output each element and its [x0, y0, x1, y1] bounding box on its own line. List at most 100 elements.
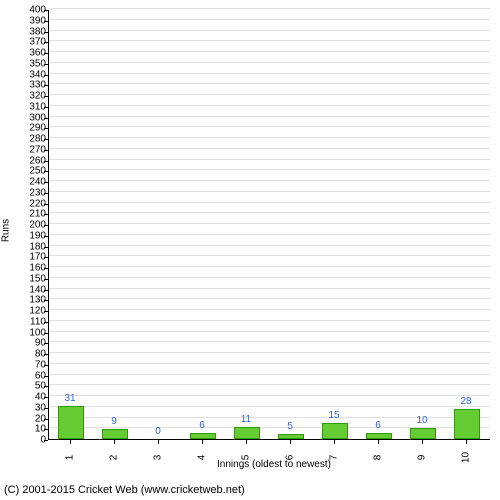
y-tick-label: 290 [18, 123, 46, 134]
y-tick-label: 90 [18, 338, 46, 349]
bar-value-label: 6 [375, 420, 381, 431]
gridline [49, 288, 490, 289]
gridline [49, 148, 490, 149]
gridline [49, 374, 490, 375]
y-tick-label: 350 [18, 58, 46, 69]
y-tick-label: 100 [18, 327, 46, 338]
y-tick-label: 320 [18, 91, 46, 102]
y-tick-label: 50 [18, 381, 46, 392]
y-tick-label: 230 [18, 187, 46, 198]
y-tick-label: 300 [18, 112, 46, 123]
bar-value-label: 6 [199, 420, 205, 431]
gridline [49, 255, 490, 256]
bar-value-label: 11 [241, 414, 251, 425]
bar-value-label: 28 [460, 396, 471, 407]
y-tick-label: 200 [18, 220, 46, 231]
gridline [49, 116, 490, 117]
gridline [49, 331, 490, 332]
bar-value-label: 0 [155, 426, 161, 437]
gridline [49, 277, 490, 278]
bar [102, 429, 128, 439]
gridline [49, 341, 490, 342]
y-tick-label: 310 [18, 101, 46, 112]
x-tick-mark [202, 440, 203, 444]
x-tick-mark [158, 440, 159, 444]
y-tick-label: 370 [18, 37, 46, 48]
bar [190, 433, 216, 439]
bar [410, 428, 436, 439]
bar-value-label: 31 [64, 393, 75, 404]
y-tick-label: 110 [18, 316, 46, 327]
y-tick-label: 360 [18, 48, 46, 59]
bar-value-label: 5 [287, 421, 293, 432]
y-tick-label: 150 [18, 273, 46, 284]
y-tick-label: 0 [18, 435, 46, 446]
y-tick-label: 70 [18, 359, 46, 370]
y-tick-label: 20 [18, 413, 46, 424]
x-tick-mark [70, 440, 71, 444]
gridline [49, 169, 490, 170]
gridline [49, 245, 490, 246]
gridline [49, 73, 490, 74]
x-tick-label: 5 [241, 455, 252, 461]
y-tick-label: 60 [18, 370, 46, 381]
gridline [49, 406, 490, 407]
gridline [49, 159, 490, 160]
x-tick-mark [246, 440, 247, 444]
bar [366, 433, 392, 439]
x-tick-label: 1 [65, 455, 76, 461]
gridline [49, 105, 490, 106]
chart-container: Runs Innings (oldest to newest) (C) 2001… [0, 0, 500, 500]
y-tick-label: 280 [18, 134, 46, 145]
bar-value-label: 10 [416, 415, 427, 426]
bar-value-label: 15 [328, 410, 339, 421]
gridline [49, 266, 490, 267]
x-axis-title: Innings (oldest to newest) [24, 459, 500, 470]
x-tick-label: 2 [109, 455, 120, 461]
y-tick-label: 40 [18, 392, 46, 403]
gridline [49, 126, 490, 127]
x-tick-mark [334, 440, 335, 444]
y-tick-label: 30 [18, 402, 46, 413]
bar-value-label: 9 [111, 416, 117, 427]
gridline [49, 191, 490, 192]
y-tick-label: 140 [18, 284, 46, 295]
gridline [49, 298, 490, 299]
bar [58, 406, 84, 439]
gridline [49, 62, 490, 63]
x-tick-mark [290, 440, 291, 444]
y-tick-label: 330 [18, 80, 46, 91]
copyright-text: (C) 2001-2015 Cricket Web (www.cricketwe… [4, 484, 245, 496]
x-tick-mark [466, 440, 467, 444]
gridline [49, 352, 490, 353]
y-tick-label: 240 [18, 177, 46, 188]
y-tick-label: 270 [18, 144, 46, 155]
gridline [49, 363, 490, 364]
gridline [49, 94, 490, 95]
y-tick-label: 170 [18, 252, 46, 263]
gridline [49, 40, 490, 41]
gridline [49, 309, 490, 310]
plot-area [48, 10, 490, 440]
y-tick-label: 390 [18, 15, 46, 26]
y-tick-label: 380 [18, 26, 46, 37]
y-tick-label: 220 [18, 198, 46, 209]
y-tick-label: 250 [18, 166, 46, 177]
y-tick-label: 190 [18, 230, 46, 241]
x-tick-label: 8 [373, 455, 384, 461]
gridline [49, 83, 490, 84]
x-tick-label: 6 [285, 455, 296, 461]
bar [454, 409, 480, 439]
y-axis-title: Runs [1, 219, 12, 242]
x-tick-mark [114, 440, 115, 444]
x-tick-label: 3 [153, 455, 164, 461]
y-tick-label: 340 [18, 69, 46, 80]
gridline [49, 212, 490, 213]
y-tick-label: 160 [18, 263, 46, 274]
gridline [49, 384, 490, 385]
y-tick-label: 400 [18, 5, 46, 16]
gridline [49, 8, 490, 9]
gridline [49, 223, 490, 224]
y-tick-label: 130 [18, 295, 46, 306]
y-tick-label: 10 [18, 424, 46, 435]
